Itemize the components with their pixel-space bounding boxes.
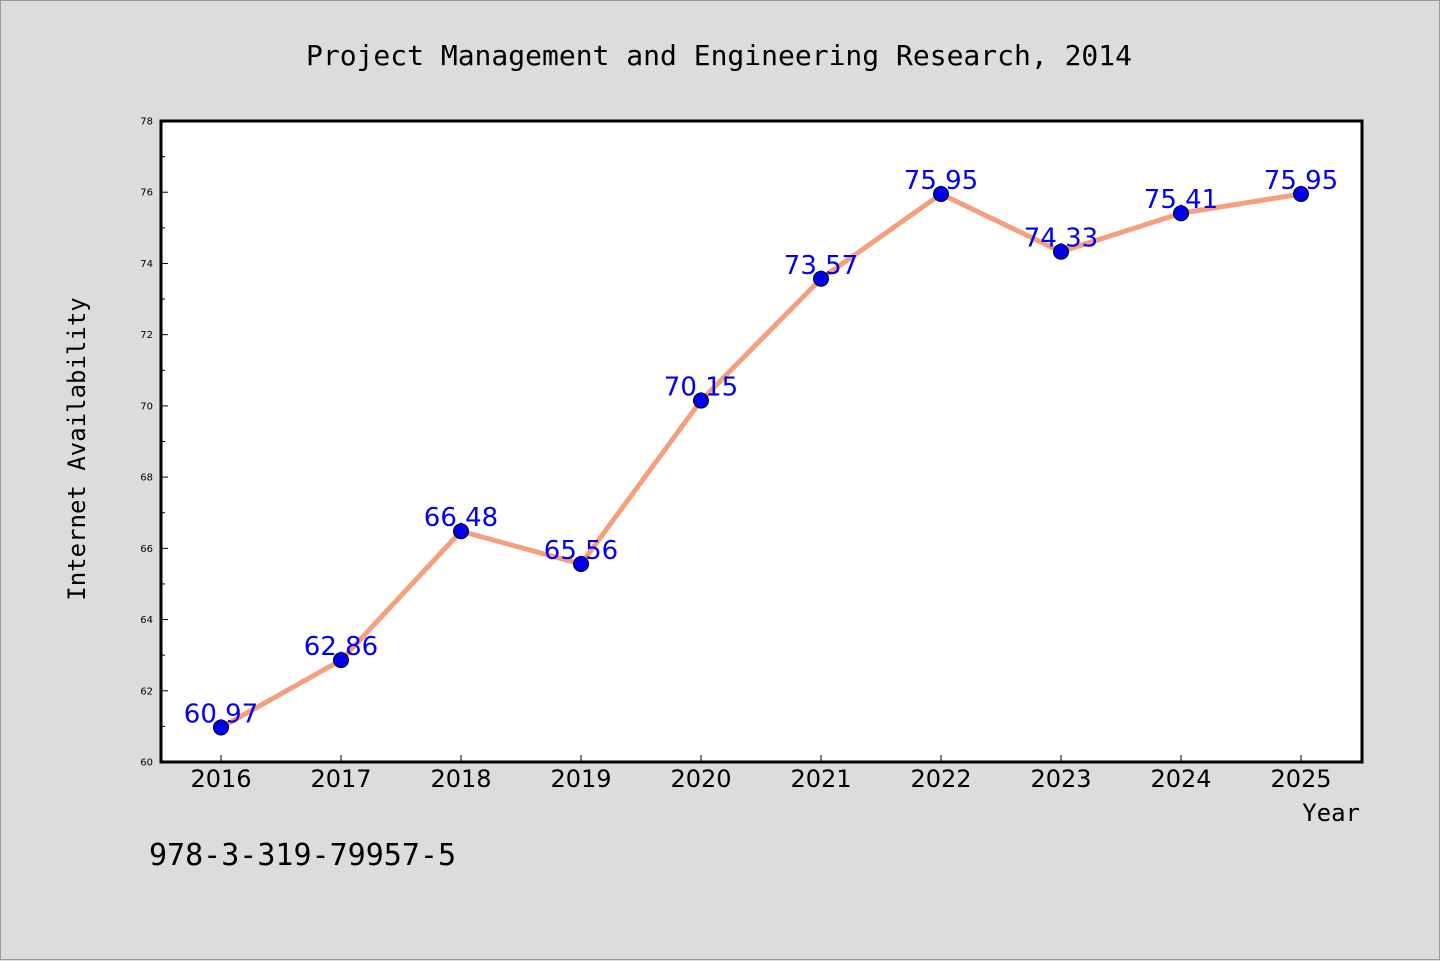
- data-point: [1173, 205, 1189, 222]
- data-label: 75.41: [1144, 185, 1218, 215]
- x-axis-ticks: 2016 2017 2018 2019 2020 2021 2022 2023 2024 2025: [190, 755, 1332, 793]
- x-axis-label: Year: [1302, 799, 1360, 827]
- data-point: [333, 652, 349, 669]
- data-point: [573, 556, 589, 573]
- series-markers: [213, 186, 1309, 736]
- y-tick-label: 74: [140, 259, 153, 270]
- x-tick-label: 2021: [790, 765, 851, 793]
- plot-area: [161, 121, 1362, 762]
- data-label: 62.86: [304, 632, 378, 662]
- series-line: [218, 191, 1304, 730]
- x-tick-label: 2016: [190, 765, 251, 793]
- data-point: [1293, 186, 1309, 203]
- x-tick-label: 2020: [670, 765, 731, 793]
- data-point: [813, 270, 829, 287]
- y-tick-label: 64: [140, 615, 153, 626]
- data-label: 74.33: [1024, 224, 1098, 254]
- x-tick-label: 2019: [550, 765, 611, 793]
- y-tick-label: 66: [140, 544, 153, 555]
- data-point: [1053, 243, 1069, 260]
- y-tick-label: 76: [140, 188, 153, 199]
- data-point: [453, 523, 469, 540]
- y-tick-label: 62: [140, 686, 153, 697]
- data-point: [693, 392, 709, 409]
- x-tick-label: 2023: [1030, 765, 1091, 793]
- y-tick-label: 72: [140, 330, 153, 341]
- x-tick-label: 2024: [1150, 765, 1211, 793]
- y-tick-label: 70: [140, 401, 153, 412]
- data-label: 66.48: [424, 503, 498, 533]
- data-point: [933, 186, 949, 203]
- data-label: 75.95: [1264, 166, 1338, 196]
- data-label: 75.95: [904, 166, 978, 196]
- data-point: [213, 719, 229, 736]
- x-tick-label: 2017: [310, 765, 371, 793]
- data-labels: 60.97 62.86 66.48 65.56 70.15 73.57 75.95 74.33…: [184, 166, 1338, 729]
- data-label: 73.57: [784, 251, 858, 281]
- x-tick-label: 2018: [430, 765, 491, 793]
- footer-code: 978-3-319-79957-5: [149, 838, 456, 873]
- x-tick-label: 2025: [1270, 765, 1331, 793]
- y-tick-label: 68: [140, 473, 153, 484]
- data-label: 65.56: [544, 536, 618, 566]
- chart-title: Project Management and Engineering Resea…: [306, 39, 1132, 72]
- x-tick-label: 2022: [910, 765, 971, 793]
- y-axis-label: Internet Availability: [63, 297, 91, 600]
- y-tick-label: 78: [140, 117, 153, 128]
- plot-border: [159, 119, 1364, 764]
- y-tick-label: 60: [140, 758, 153, 769]
- data-label: 70.15: [664, 373, 738, 403]
- data-label: 60.97: [184, 699, 258, 729]
